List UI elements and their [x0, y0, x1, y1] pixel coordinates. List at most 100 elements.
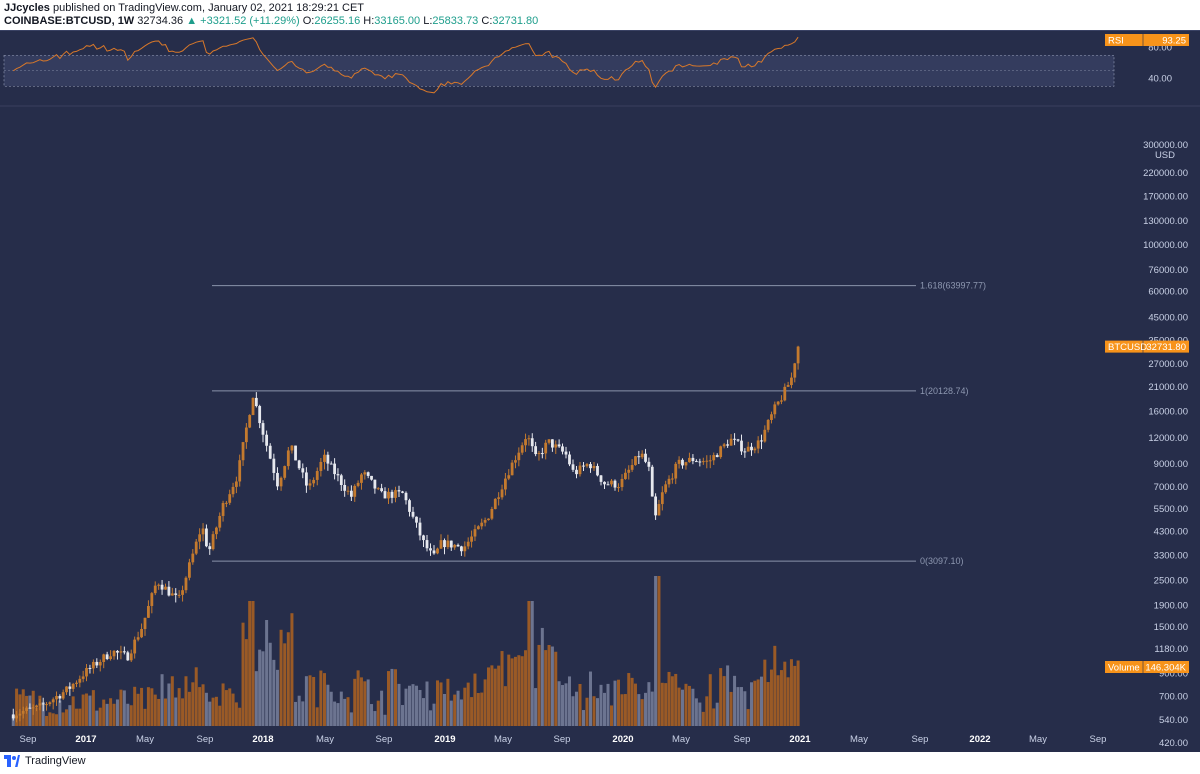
candle-body	[58, 696, 62, 699]
time-axis[interactable]: Sep 2017 May Sep 2018 May Sep 2019 May Sep 2020 May…	[20, 734, 1107, 745]
volume-bar	[201, 684, 205, 726]
candle-body	[637, 456, 641, 458]
volume-bar	[664, 683, 668, 726]
volume-bar	[170, 676, 174, 726]
volume-bar	[575, 691, 578, 726]
candle-body	[575, 469, 578, 475]
price-tick-label: 7000.00	[1154, 482, 1188, 493]
volume-bar	[319, 670, 323, 726]
volume-bar	[394, 669, 397, 726]
volume-bar	[630, 677, 634, 726]
volume-bar	[286, 632, 290, 726]
volume-bar	[322, 673, 326, 726]
candle-body	[740, 440, 743, 452]
candle-body	[160, 584, 164, 590]
candle-body	[585, 464, 589, 467]
volume-bar	[554, 651, 558, 726]
candle-body	[140, 629, 143, 638]
price-tick-label: 12000.00	[1148, 433, 1188, 444]
volume-bar	[78, 708, 82, 726]
volume-bar	[258, 649, 262, 726]
volume-bar	[786, 677, 790, 726]
volume-bar	[599, 684, 603, 726]
candle-body	[143, 617, 147, 630]
volume-bar	[411, 684, 415, 726]
candle-body	[493, 498, 497, 509]
volume-bar	[783, 661, 787, 726]
volume-bar	[578, 683, 582, 726]
time-tick-label: May	[316, 734, 334, 745]
price-tick-label: 540.00	[1159, 715, 1188, 726]
price-tick-label: 1900.00	[1154, 601, 1188, 612]
candle-body	[691, 457, 695, 462]
candle-body	[98, 662, 102, 666]
candle-body	[760, 440, 763, 442]
candle-body	[517, 452, 521, 461]
candle-body	[224, 502, 228, 504]
candle-body	[268, 445, 272, 459]
volume-bar	[459, 699, 463, 726]
candle-body	[71, 683, 75, 689]
candle-body	[701, 461, 705, 463]
volume-bar	[304, 676, 308, 726]
volume-bar	[35, 707, 39, 726]
candle-body	[65, 686, 68, 693]
candle-body	[476, 526, 480, 530]
volume-bar	[373, 711, 377, 726]
volume-bar	[346, 697, 350, 726]
candle-body	[356, 482, 360, 486]
volume-bar	[336, 703, 340, 726]
volume-bar	[146, 687, 150, 726]
candle-body	[592, 465, 596, 469]
volume-bar	[766, 682, 770, 726]
candle-body	[346, 490, 350, 492]
candle-body	[746, 446, 750, 452]
volume-bar	[244, 639, 248, 726]
candle-body	[105, 654, 109, 659]
candle-body	[198, 534, 202, 542]
volume-bar	[687, 685, 691, 726]
candle-body	[170, 593, 174, 596]
candle-body	[418, 522, 422, 536]
candle-body	[112, 650, 116, 657]
rsi-tag-value: 93.25	[1162, 36, 1186, 47]
volume-bar	[743, 691, 747, 726]
candle-body	[623, 472, 627, 479]
symbol-name[interactable]: COINBASE:BTCUSD	[4, 15, 112, 27]
rsi-pane[interactable]: 80.00 40.00	[3, 36, 1172, 94]
rsi-tag-name: RSI	[1108, 36, 1124, 47]
candle-body	[248, 415, 252, 428]
candle-body	[544, 442, 548, 454]
volume-bar	[241, 622, 245, 726]
volume-bar	[759, 676, 763, 726]
volume-bar	[589, 671, 592, 726]
candle-body	[520, 445, 524, 453]
candle-body	[647, 461, 651, 467]
tradingview-logo-icon[interactable]	[4, 755, 20, 767]
volume-bar	[353, 678, 357, 726]
last-price-tag-value: 32731.80	[1146, 342, 1186, 353]
publisher-name[interactable]: JJcycles	[4, 2, 50, 14]
volume-bar	[401, 705, 404, 726]
volume-bar	[387, 671, 390, 726]
volume-tag-name: Volume	[1108, 663, 1140, 674]
candle-body	[177, 594, 181, 596]
fib-level-label: 1(20128.74)	[920, 386, 969, 396]
candle-body	[11, 714, 15, 719]
price-chart[interactable]: 80.00 40.00 1.618(63997.77) 1(20128.74) 0(3…	[0, 30, 1200, 752]
price-axis[interactable]: 300000.00 220000.00 170000.00 130000.00 1000…	[1143, 140, 1188, 749]
candle-body	[750, 446, 753, 451]
candle-body	[244, 427, 248, 443]
interval[interactable]: 1W	[117, 15, 135, 27]
volume-bar	[510, 658, 514, 726]
volume-bar	[530, 601, 534, 726]
candle-body	[81, 676, 85, 679]
brand-name[interactable]: TradingView	[25, 755, 86, 767]
volume-bar	[98, 707, 102, 726]
price-tick-label: 76000.00	[1148, 265, 1188, 276]
fibonacci-levels[interactable]: 1.618(63997.77) 1(20128.74) 0(3097.10)	[212, 281, 986, 567]
time-tick-label: 2018	[252, 734, 273, 745]
volume-bar	[136, 693, 140, 726]
candle-body	[261, 423, 265, 435]
volume-bar	[585, 697, 589, 726]
